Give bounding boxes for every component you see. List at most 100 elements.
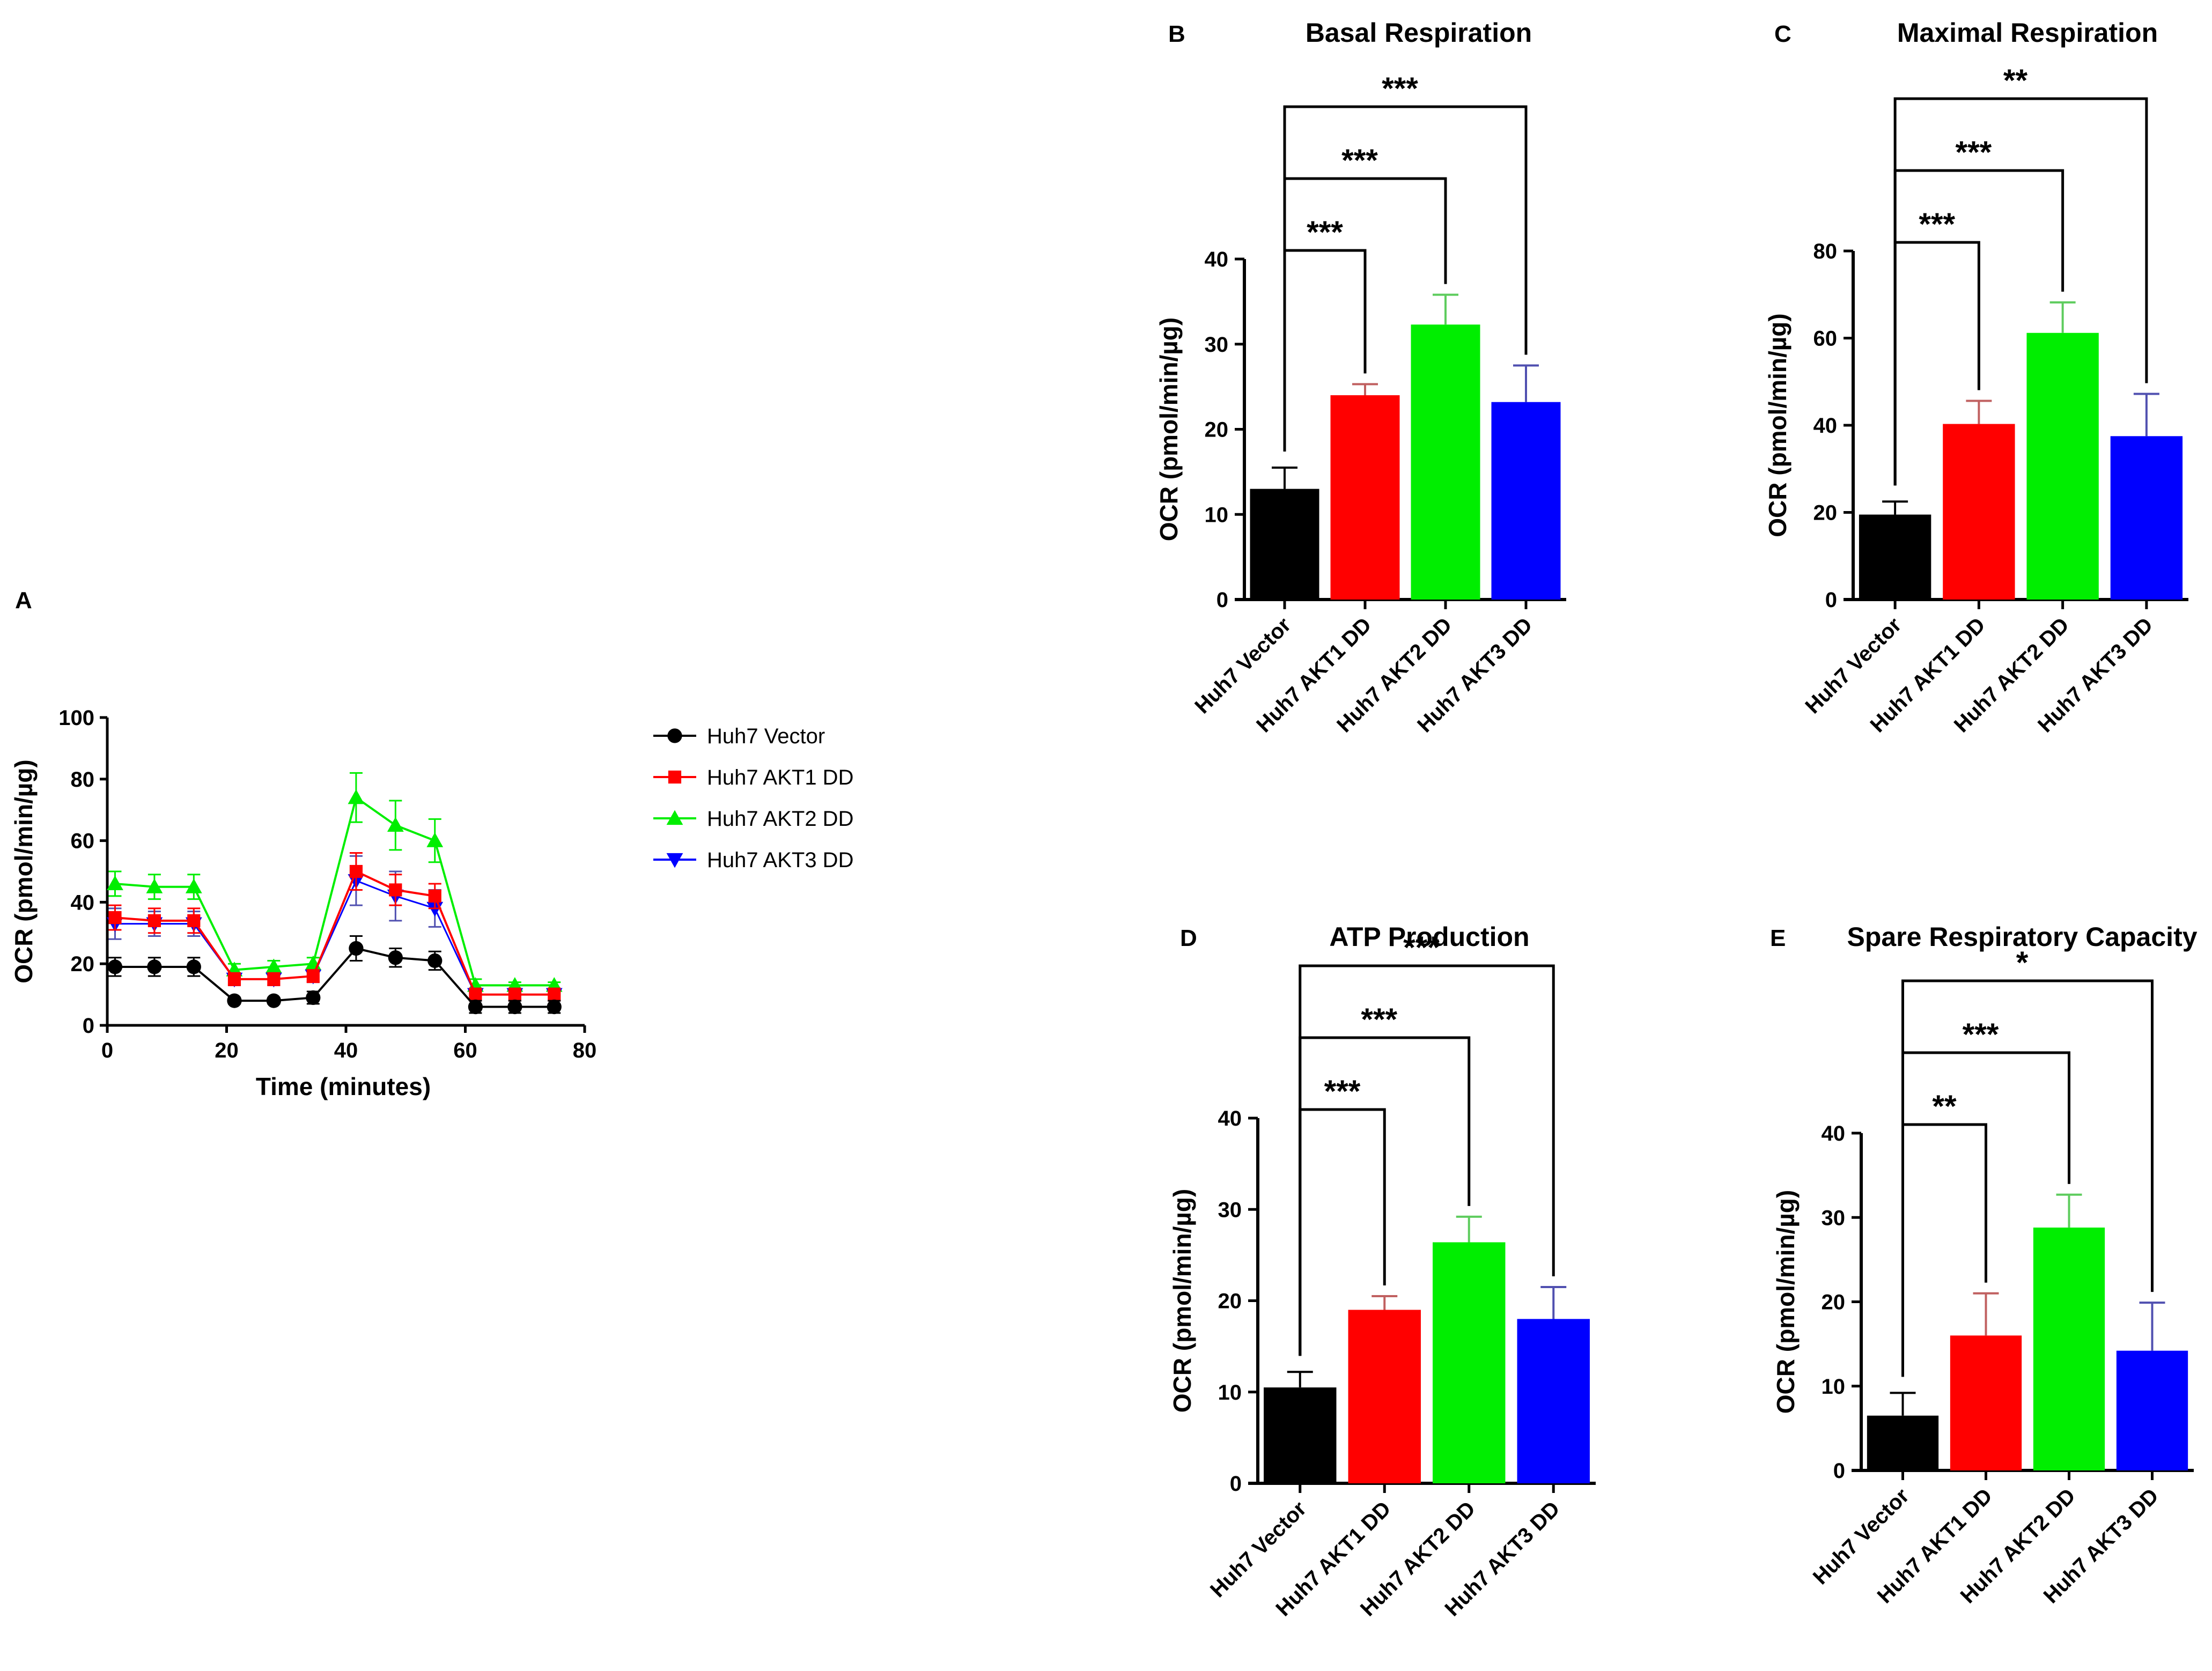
series-marker (508, 988, 521, 1001)
legend-label: Huh7 AKT1 DD (707, 766, 853, 789)
y-tick-label: 30 (1218, 1198, 1242, 1222)
series-marker (108, 911, 122, 925)
series-line (115, 795, 555, 987)
y-tick-label: 40 (71, 891, 95, 914)
series-akt1 (108, 852, 561, 1002)
bracket-line (1283, 105, 1528, 452)
significance-label: *** (1341, 143, 1378, 178)
legend-item: Huh7 AKT3 DD (653, 848, 853, 872)
bar (1859, 514, 1931, 600)
series-marker (187, 914, 201, 927)
chart-title: ATP Production (1329, 922, 1529, 952)
series-marker (227, 972, 241, 986)
panel-letter: B (1168, 21, 1185, 47)
series-marker (306, 990, 321, 1005)
bar (2110, 436, 2183, 600)
significance-bracket: * (1901, 945, 2154, 1377)
significance-bracket: *** (1283, 71, 1528, 452)
panel-letter: E (1770, 925, 1786, 951)
legend-label: Huh7 AKT3 DD (707, 848, 853, 872)
legend-item: Huh7 Vector (653, 724, 825, 748)
significance-label: *** (1382, 71, 1418, 106)
y-tick-label: 100 (58, 706, 94, 730)
triangle-up-marker-icon (666, 810, 683, 825)
y-tick-label: 20 (71, 952, 95, 976)
bracket-line (1299, 964, 1555, 1356)
y-tick-label: 40 (1218, 1107, 1242, 1130)
significance-label: *** (1403, 930, 1440, 965)
bar (2033, 1228, 2105, 1470)
series-marker (349, 864, 363, 878)
significance-label: ** (1932, 1089, 1957, 1124)
chart-title: Basal Respiration (1306, 18, 1532, 48)
series-line (115, 879, 555, 996)
significance-label: *** (1919, 207, 1955, 242)
y-tick-label: 0 (1216, 588, 1228, 612)
panel-d: D ATP Production 0 10 20 30 40 OCR (pmol/min/µg… (1168, 922, 1596, 1621)
y-tick-label: 0 (83, 1014, 94, 1038)
triangle-down-marker-icon (666, 853, 683, 868)
significance-label: * (2016, 945, 2029, 980)
significance-label: *** (1361, 1002, 1397, 1037)
legend-label: Huh7 AKT2 DD (707, 807, 853, 831)
x-tick-label: 80 (573, 1039, 597, 1062)
y-axis-title: OCR (pmol/min/µg) (10, 759, 38, 983)
y-tick-label: 20 (1813, 501, 1838, 525)
y-tick-label: 10 (1205, 503, 1229, 527)
series-marker (548, 988, 561, 1001)
y-tick-label: 40 (1205, 248, 1229, 271)
x-tick-label: 40 (334, 1039, 358, 1062)
y-tick-label: 60 (1813, 327, 1838, 351)
series-vector (107, 935, 562, 1015)
series-marker (266, 993, 282, 1008)
y-tick-label: 0 (1825, 588, 1837, 612)
bar (1517, 1319, 1590, 1483)
y-tick-label: 60 (71, 830, 95, 853)
bracket-line (1901, 979, 2154, 1377)
series-marker (146, 878, 163, 893)
y-tick-label: 20 (1218, 1290, 1242, 1313)
y-tick-label: 40 (1822, 1122, 1846, 1145)
series-marker (547, 999, 562, 1015)
x-tick-label: 60 (453, 1039, 477, 1062)
series-marker (469, 988, 482, 1001)
series-marker (349, 941, 364, 956)
x-tick-label: 0 (101, 1039, 113, 1062)
y-tick-label: 10 (1218, 1381, 1242, 1404)
significance-bracket: ** (1893, 63, 2148, 486)
series-marker (107, 959, 123, 974)
y-tick-label: 30 (1822, 1206, 1846, 1230)
series-marker (107, 875, 123, 891)
series-line (115, 870, 555, 996)
significance-bracket: ** (1901, 1089, 1987, 1377)
panel-a: A 0 20 40 60 80 100 0 20 40 60 80 Time (minutes) OCR … (10, 587, 853, 1100)
series-marker (227, 993, 242, 1008)
series-marker (468, 999, 483, 1015)
y-axis-title: OCR (pmol/min/µg) (1764, 313, 1791, 537)
series-marker (507, 999, 522, 1015)
series-marker (426, 832, 444, 847)
series-marker (428, 889, 441, 903)
series-marker (147, 959, 162, 974)
significance-label: *** (1324, 1074, 1361, 1109)
series-marker (387, 817, 404, 832)
panel-letter: D (1180, 925, 1197, 951)
bar (1943, 424, 2015, 600)
series-marker (427, 953, 443, 968)
panel-b: B Basal Respiration 0 10 20 30 40 OCR (pmol/min… (1155, 18, 1566, 737)
panel-c: C Maximal Respiration 0 20 40 60 80 OCR (pmol/m… (1764, 18, 2188, 737)
bar (1433, 1242, 1506, 1483)
series-marker (306, 970, 320, 983)
significance-bracket: *** (1299, 930, 1555, 1356)
y-tick-label: 20 (1205, 418, 1229, 442)
series-marker (388, 950, 403, 965)
square-marker-icon (668, 770, 682, 784)
y-tick-label: 80 (71, 768, 95, 792)
bracket-line (1893, 97, 2148, 486)
legend-item: Huh7 AKT1 DD (653, 766, 853, 789)
series-akt2 (107, 772, 563, 993)
series-marker (348, 789, 365, 804)
series-marker (148, 914, 161, 927)
y-tick-label: 20 (1822, 1291, 1846, 1314)
